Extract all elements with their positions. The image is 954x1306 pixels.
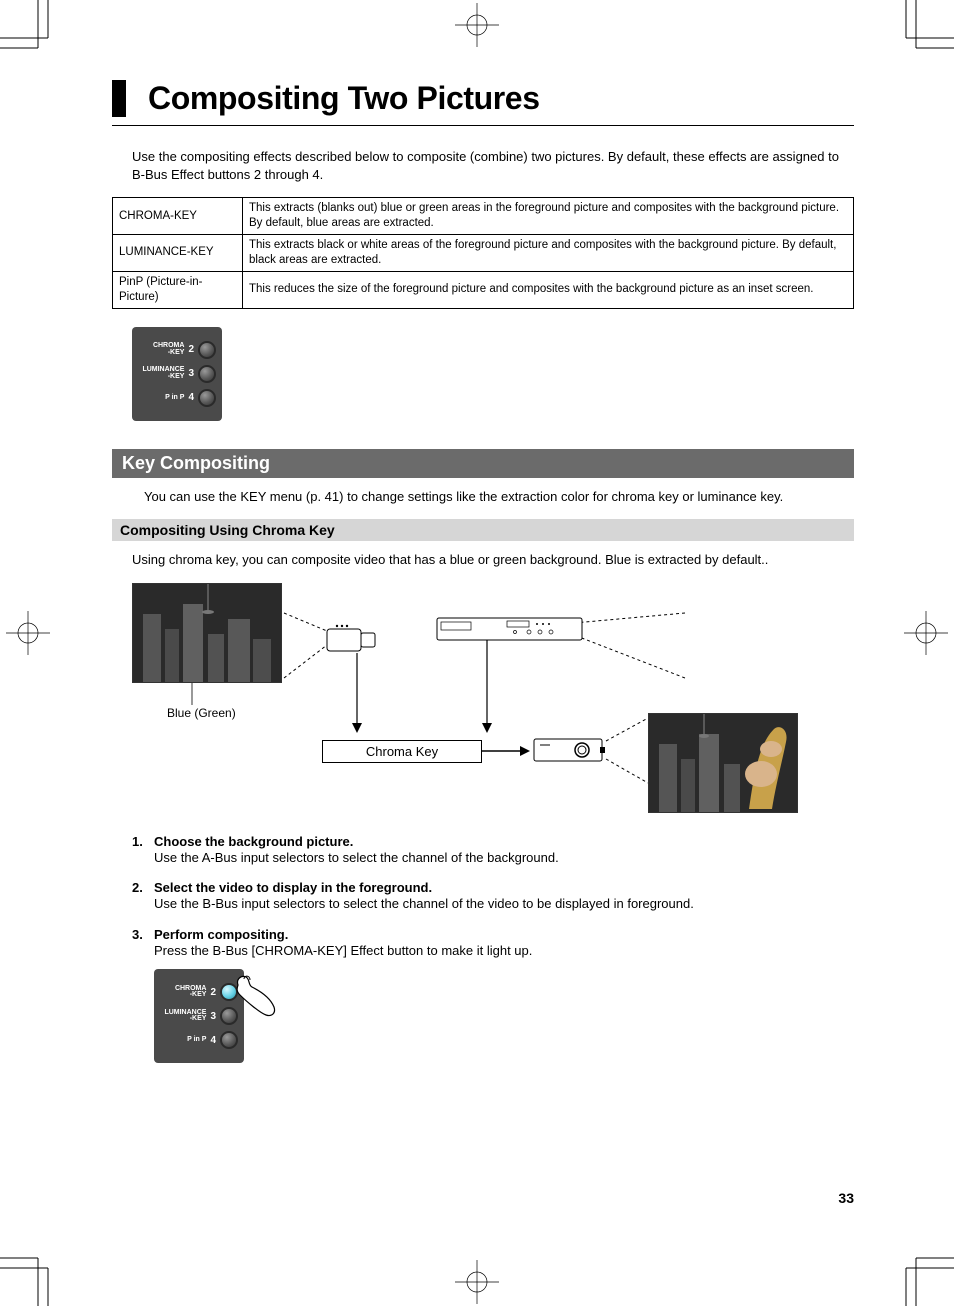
pointing-finger-icon <box>226 965 281 1020</box>
step-title: Select the video to display in the foreg… <box>154 880 854 895</box>
effect-name: PinP (Picture-in-Picture) <box>113 271 243 308</box>
button-number: 2 <box>210 987 216 998</box>
button-label: LUMINANCE -KEY <box>164 1010 206 1023</box>
button-label: CHROMA -KEY <box>153 343 185 356</box>
button-row: P in P 4 <box>162 1031 238 1049</box>
subsection-body: Using chroma key, you can composite vide… <box>132 551 854 569</box>
title-block: Compositing Two Pictures <box>112 80 854 117</box>
effect-button-panel: CHROMA -KEY 2 LUMINANCE -KEY 3 P in P 4 <box>132 327 222 421</box>
button-label: P in P <box>187 1037 206 1043</box>
subsection-heading: Compositing Using Chroma Key <box>112 519 854 541</box>
composite-image <box>648 713 798 813</box>
blue-green-label: Blue (Green) <box>167 706 236 720</box>
title-underline <box>112 125 854 126</box>
button-icon <box>198 341 216 359</box>
button-icon <box>198 365 216 383</box>
step: Choose the background picture. Use the A… <box>132 834 854 867</box>
button-number: 4 <box>210 1035 216 1046</box>
button-number: 3 <box>188 368 194 379</box>
section-body: You can use the KEY menu (p. 41) to chan… <box>144 488 854 506</box>
table-row: CHROMA-KEY This extracts (blanks out) bl… <box>113 198 854 235</box>
chroma-key-box: Chroma Key <box>322 740 482 763</box>
button-icon <box>220 1031 238 1049</box>
button-row: LUMINANCE -KEY 3 <box>140 365 216 383</box>
step-body: Press the B-Bus [CHROMA-KEY] Effect butt… <box>154 943 532 958</box>
chroma-key-diagram: Blue (Green) Chroma Key <box>132 583 854 808</box>
step-body: Use the B-Bus input selectors to select … <box>154 896 694 911</box>
effects-table: CHROMA-KEY This extracts (blanks out) bl… <box>112 197 854 309</box>
table-row: PinP (Picture-in-Picture) This reduces t… <box>113 271 854 308</box>
effect-desc: This extracts black or white areas of th… <box>243 234 854 271</box>
step: Select the video to display in the foreg… <box>132 880 854 913</box>
step-title: Perform compositing. <box>154 927 854 942</box>
button-icon <box>198 389 216 407</box>
step-body: Use the A-Bus input selectors to select … <box>154 850 559 865</box>
step: Perform compositing. Press the B-Bus [CH… <box>132 927 854 1070</box>
steps-list: Choose the background picture. Use the A… <box>132 834 854 1070</box>
table-row: LUMINANCE-KEY This extracts black or whi… <box>113 234 854 271</box>
button-label: LUMINANCE -KEY <box>142 367 184 380</box>
effect-desc: This extracts (blanks out) blue or green… <box>243 198 854 235</box>
section-heading: Key Compositing <box>112 449 854 478</box>
page-number: 33 <box>838 1190 854 1206</box>
button-label: CHROMA -KEY <box>175 986 207 999</box>
button-row: P in P 4 <box>140 389 216 407</box>
page-title: Compositing Two Pictures <box>148 80 854 117</box>
effect-desc: This reduces the size of the foreground … <box>243 271 854 308</box>
button-row: CHROMA -KEY 2 <box>140 341 216 359</box>
button-label: P in P <box>165 395 184 401</box>
step-title: Choose the background picture. <box>154 834 854 849</box>
effect-name: LUMINANCE-KEY <box>113 234 243 271</box>
background-image <box>132 583 282 683</box>
button-number: 4 <box>188 392 194 403</box>
effect-name: CHROMA-KEY <box>113 198 243 235</box>
button-number: 3 <box>210 1011 216 1022</box>
intro-text: Use the compositing effects described be… <box>132 148 854 183</box>
button-number: 2 <box>188 344 194 355</box>
